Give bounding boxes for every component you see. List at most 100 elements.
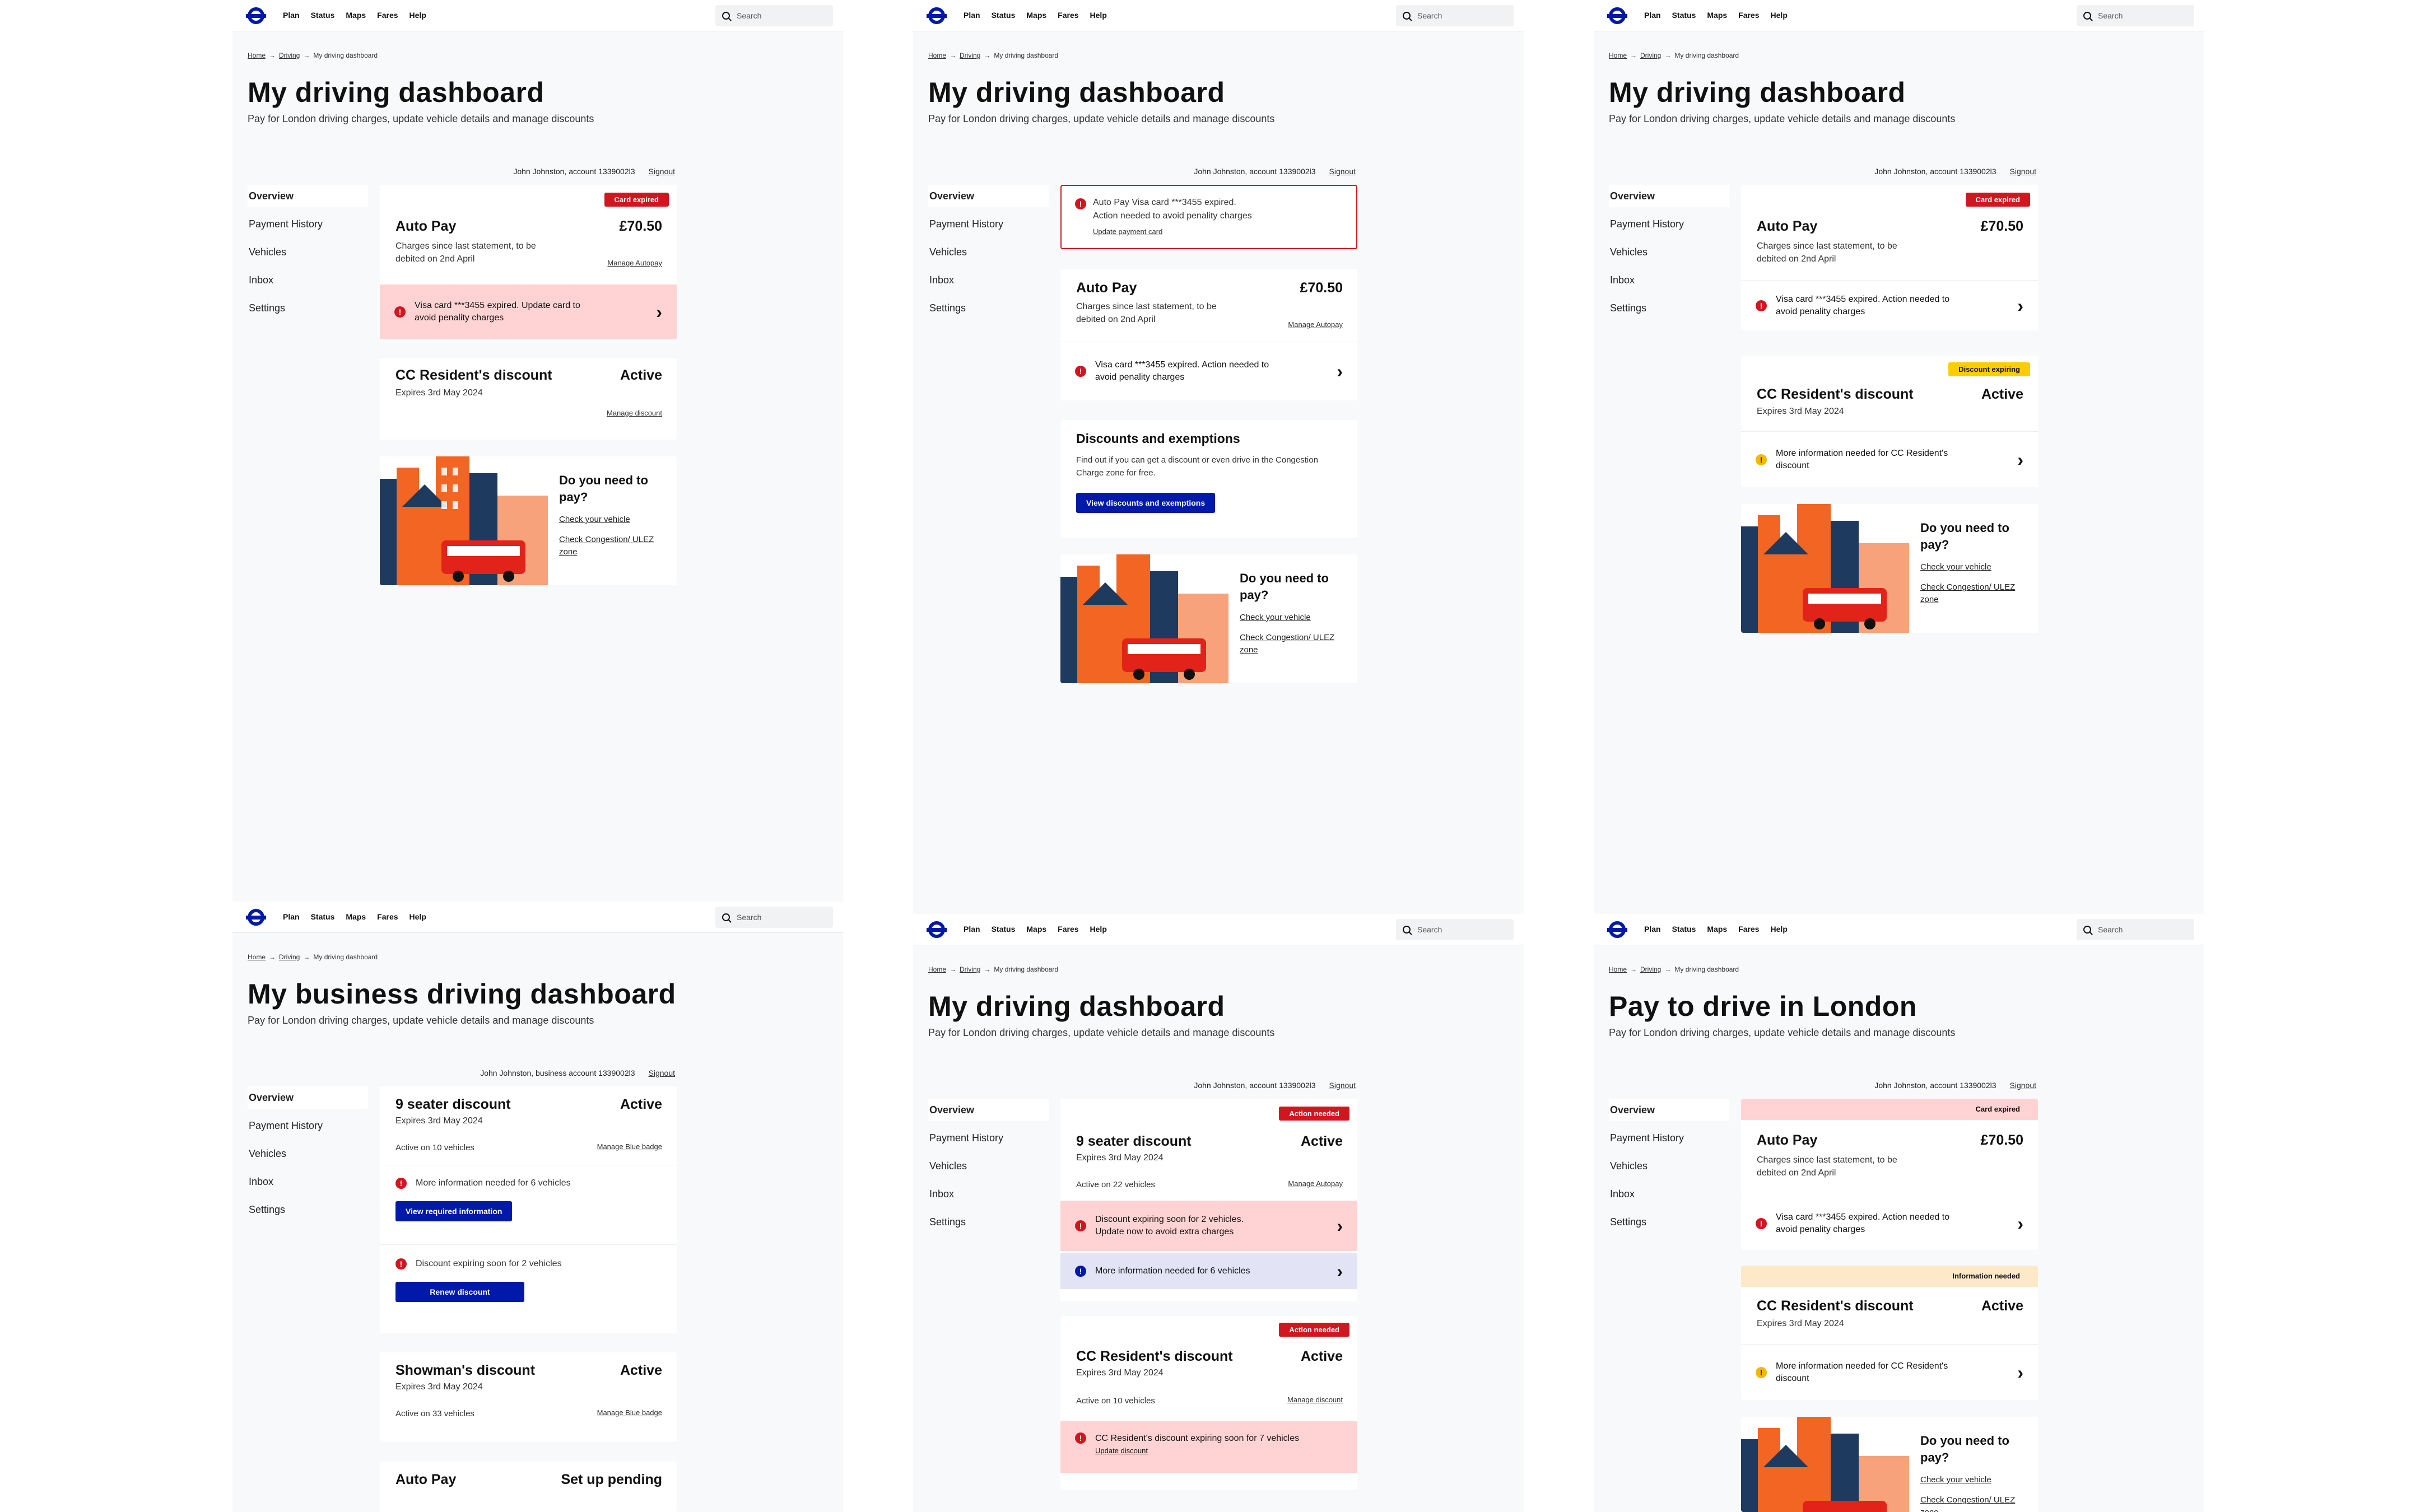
nav-plan[interactable]: Plan: [283, 912, 300, 921]
nav-maps[interactable]: Maps: [1707, 924, 1728, 934]
info-needed-alert[interactable]: ! More information needed for 6 vehicles ›: [1060, 1253, 1357, 1289]
sidebar-item-inbox[interactable]: Inbox: [1610, 1188, 1635, 1200]
sidebar-item-payment-history[interactable]: Payment History: [1610, 218, 1684, 230]
signout-link[interactable]: Signout: [648, 167, 675, 176]
sidebar-item-vehicles[interactable]: Vehicles: [929, 1160, 967, 1172]
check-vehicle-link[interactable]: Check your vehicle: [559, 515, 630, 524]
sidebar-item-payment-history[interactable]: Payment History: [1610, 1132, 1684, 1144]
nav-status[interactable]: Status: [1672, 924, 1696, 934]
nav-help[interactable]: Help: [1770, 10, 1788, 20]
sidebar-item-settings[interactable]: Settings: [929, 1216, 966, 1228]
nav-plan[interactable]: Plan: [964, 10, 980, 20]
manage-blue-badge-link[interactable]: Manage Blue badge: [597, 1142, 662, 1151]
manage-discount-link[interactable]: Manage discount: [606, 409, 662, 417]
sidebar-item-settings[interactable]: Settings: [249, 302, 286, 314]
check-vehicle-link[interactable]: Check your vehicle: [1920, 1475, 1991, 1485]
sidebar-item-vehicles[interactable]: Vehicles: [929, 246, 967, 258]
nav-status[interactable]: Status: [1672, 10, 1696, 20]
check-vehicle-link[interactable]: Check your vehicle: [1920, 562, 1991, 572]
manage-autopay-link[interactable]: Manage Autopay: [1288, 1179, 1343, 1188]
check-vehicle-link[interactable]: Check your vehicle: [1240, 613, 1311, 622]
nav-fares[interactable]: Fares: [1058, 924, 1079, 934]
roundel-logo-icon[interactable]: [246, 6, 266, 26]
crumb-driving[interactable]: Driving: [960, 52, 981, 59]
nav-plan[interactable]: Plan: [1644, 924, 1661, 934]
sidebar-item-overview[interactable]: Overview: [1609, 1099, 1729, 1121]
nav-help[interactable]: Help: [409, 912, 426, 921]
nav-help[interactable]: Help: [409, 10, 426, 20]
sidebar-item-settings[interactable]: Settings: [249, 1204, 286, 1215]
view-discounts-button[interactable]: View discounts and exemptions: [1076, 493, 1216, 513]
sidebar-item-vehicles[interactable]: Vehicles: [249, 1148, 287, 1159]
search-input[interactable]: Search: [2077, 5, 2194, 26]
roundel-logo-icon[interactable]: [927, 920, 947, 940]
roundel-logo-icon[interactable]: [1607, 6, 1627, 26]
crumb-home[interactable]: Home: [248, 953, 266, 961]
card-expired-alert[interactable]: ! Visa card ***3455 expired. Action neede…: [1741, 1197, 2038, 1250]
signout-link[interactable]: Signout: [2009, 1081, 2036, 1090]
renew-discount-button[interactable]: Renew discount: [395, 1282, 524, 1302]
sidebar-item-settings[interactable]: Settings: [929, 302, 966, 314]
expiring-alert[interactable]: ! Discount expiring soon for 2 vehicles. …: [1060, 1201, 1357, 1251]
crumb-home[interactable]: Home: [1609, 965, 1627, 973]
sidebar-item-overview[interactable]: Overview: [248, 185, 368, 207]
nav-fares[interactable]: Fares: [1058, 10, 1079, 20]
signout-link[interactable]: Signout: [2009, 167, 2036, 176]
sidebar-item-inbox[interactable]: Inbox: [1610, 274, 1635, 286]
nav-help[interactable]: Help: [1090, 10, 1107, 20]
sidebar-item-vehicles[interactable]: Vehicles: [1610, 246, 1648, 258]
sidebar-item-overview[interactable]: Overview: [248, 1086, 368, 1109]
crumb-driving[interactable]: Driving: [960, 965, 981, 973]
signout-link[interactable]: Signout: [648, 1068, 675, 1077]
manage-autopay-link[interactable]: Manage Autopay: [607, 259, 662, 267]
crumb-driving[interactable]: Driving: [279, 52, 300, 59]
nav-plan[interactable]: Plan: [283, 10, 300, 20]
crumb-home[interactable]: Home: [928, 965, 947, 973]
sidebar-item-payment-history[interactable]: Payment History: [249, 218, 323, 230]
roundel-logo-icon[interactable]: [927, 6, 947, 26]
sidebar-item-payment-history[interactable]: Payment History: [929, 218, 1004, 230]
roundel-logo-icon[interactable]: [1607, 920, 1627, 940]
search-input[interactable]: Search: [1396, 919, 1514, 940]
sidebar-item-vehicles[interactable]: Vehicles: [1610, 1160, 1648, 1172]
nav-plan[interactable]: Plan: [964, 924, 980, 934]
sidebar-item-settings[interactable]: Settings: [1610, 1216, 1647, 1228]
nav-status[interactable]: Status: [991, 10, 1016, 20]
roundel-logo-icon[interactable]: [246, 907, 266, 927]
nav-fares[interactable]: Fares: [377, 10, 398, 20]
view-required-info-button[interactable]: View required information: [395, 1201, 513, 1221]
search-input[interactable]: Search: [715, 907, 833, 928]
sidebar-item-inbox[interactable]: Inbox: [929, 1188, 955, 1200]
nav-maps[interactable]: Maps: [346, 10, 366, 20]
sidebar-item-settings[interactable]: Settings: [1610, 302, 1647, 314]
search-input[interactable]: Search: [715, 5, 833, 26]
crumb-driving[interactable]: Driving: [279, 953, 300, 961]
nav-fares[interactable]: Fares: [1738, 924, 1760, 934]
sidebar-item-inbox[interactable]: Inbox: [249, 1176, 274, 1187]
crumb-home[interactable]: Home: [248, 52, 266, 59]
check-zone-link[interactable]: Check Congestion/ ULEZ zone: [1240, 633, 1335, 655]
check-zone-link[interactable]: Check Congestion/ ULEZ zone: [1920, 582, 2016, 604]
signout-link[interactable]: Signout: [1329, 167, 1356, 176]
search-input[interactable]: Search: [1396, 5, 1514, 26]
nav-maps[interactable]: Maps: [346, 912, 366, 921]
sidebar-item-inbox[interactable]: Inbox: [929, 274, 955, 286]
sidebar-item-payment-history[interactable]: Payment History: [929, 1132, 1004, 1144]
search-input[interactable]: Search: [2077, 919, 2194, 940]
sidebar-item-payment-history[interactable]: Payment History: [249, 1120, 323, 1131]
check-zone-link[interactable]: Check Congestion/ ULEZ zone: [559, 535, 654, 557]
manage-blue-badge-link[interactable]: Manage Blue badge: [597, 1408, 662, 1417]
nav-maps[interactable]: Maps: [1026, 924, 1047, 934]
sidebar-item-overview[interactable]: Overview: [928, 185, 1049, 207]
crumb-driving[interactable]: Driving: [1640, 965, 1662, 973]
nav-plan[interactable]: Plan: [1644, 10, 1661, 20]
card-expired-alert[interactable]: ! Visa card ***3455 expired. Update card …: [380, 284, 677, 339]
crumb-home[interactable]: Home: [1609, 52, 1627, 59]
check-zone-link[interactable]: Check Congestion/ ULEZ zone: [1920, 1495, 2016, 1512]
sidebar-item-inbox[interactable]: Inbox: [249, 274, 274, 286]
sidebar-item-overview[interactable]: Overview: [928, 1099, 1049, 1121]
manage-autopay-link[interactable]: Manage Autopay: [1288, 320, 1343, 329]
nav-status[interactable]: Status: [310, 912, 335, 921]
nav-help[interactable]: Help: [1090, 924, 1107, 934]
card-expired-alert[interactable]: ! Visa card ***3455 expired. Action neede…: [1741, 280, 2038, 330]
